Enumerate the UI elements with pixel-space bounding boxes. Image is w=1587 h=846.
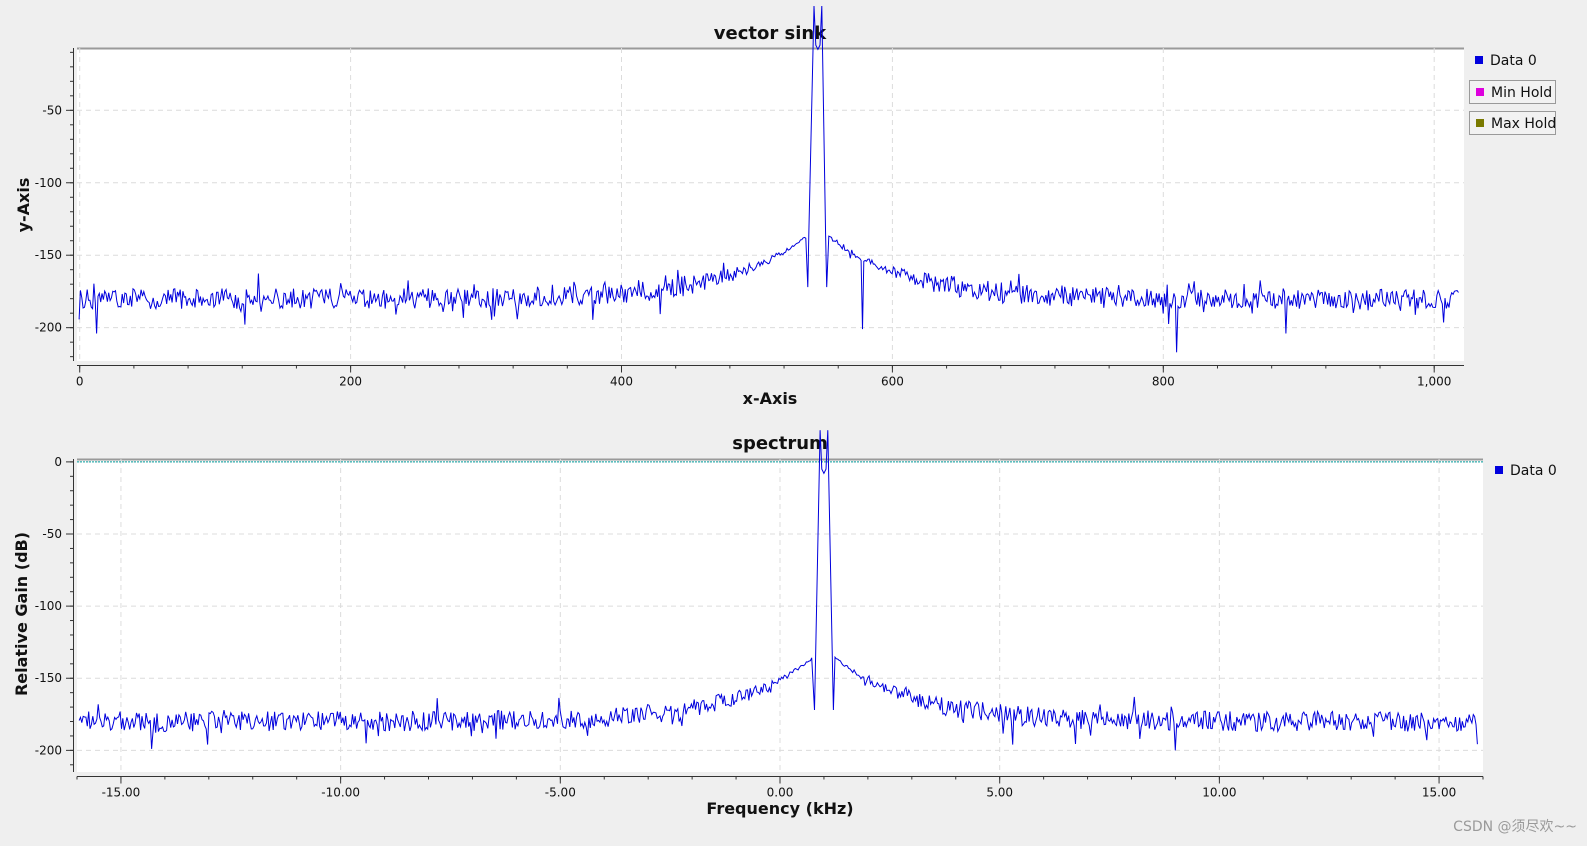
- legend-data0-swatch: [1475, 56, 1483, 64]
- x-tick-label-3: 600: [881, 375, 904, 389]
- spectrum-data0-trace: [78, 430, 1478, 751]
- y-tick-label-1: -100: [35, 176, 62, 190]
- legend-min-hold[interactable]: Min Hold: [1469, 80, 1556, 104]
- y-tick-label-1: -50: [42, 527, 62, 541]
- spectrum-plot: spectrum -15.00 -10.00 -5.00 0.00 5.00 10.00 1…: [12, 430, 1484, 818]
- spectrum-ylabel: Relative Gain (dB): [12, 532, 31, 696]
- spectrum-legend-data0-swatch: [1495, 466, 1503, 474]
- y-tick-label-2: -100: [35, 599, 62, 613]
- spectrum-title: spectrum: [732, 433, 828, 454]
- vector-sink-plot-area[interactable]: [77, 48, 1464, 361]
- vector-sink-plot: vector sink 0 200 400 600 800 1,000 -50 -100 -15…: [14, 5, 1464, 408]
- legend-data0[interactable]: Data 0: [1469, 49, 1554, 73]
- watermark-text: CSDN @须尽欢~~: [1453, 819, 1577, 835]
- y-tick-label-3: -150: [35, 671, 62, 685]
- legend-min-hold-swatch: [1476, 88, 1484, 96]
- x-tick-label-0: -15.00: [102, 786, 141, 800]
- y-tick-label-0: -50: [42, 103, 62, 117]
- vector-sink-axes: 0 200 400 600 800 1,000 -50 -100 -150 -200: [35, 48, 1464, 389]
- x-tick-label-5: 1,000: [1417, 375, 1451, 389]
- vector-sink-title: vector sink: [714, 23, 827, 44]
- vector-sink-ylabel: y-Axis: [14, 178, 33, 233]
- spectrum-axes: -15.00 -10.00 -5.00 0.00 5.00 10.00 15.00 0 -50 -…: [35, 455, 1484, 800]
- vector-sink-data0-trace: [78, 5, 1459, 353]
- x-tick-label-4: 800: [1152, 375, 1175, 389]
- legend-max-hold-swatch: [1476, 119, 1484, 127]
- x-tick-label-1: -10.00: [321, 786, 360, 800]
- legend-max-hold[interactable]: Max Hold: [1469, 111, 1556, 135]
- legend-min-hold-label: Min Hold: [1491, 85, 1553, 101]
- x-tick-label-3: 0.00: [767, 786, 794, 800]
- x-tick-label-0: 0: [76, 375, 84, 389]
- spectrum-legend-data0[interactable]: Data 0: [1489, 459, 1579, 483]
- vector-sink-xlabel: x-Axis: [743, 389, 798, 408]
- vector-sink-grid: [77, 48, 1464, 361]
- y-tick-label-4: -200: [35, 743, 62, 757]
- y-tick-label-0: 0: [54, 455, 62, 469]
- spectrum-xlabel: Frequency (kHz): [706, 799, 853, 818]
- legend-data0-label: Data 0: [1490, 53, 1537, 69]
- x-tick-label-4: 5.00: [986, 786, 1013, 800]
- spectrum-legend-data0-label: Data 0: [1510, 463, 1557, 479]
- y-tick-label-3: -200: [35, 321, 62, 335]
- y-tick-label-2: -150: [35, 248, 62, 262]
- x-tick-label-2: -5.00: [545, 786, 576, 800]
- x-tick-label-6: 15.00: [1422, 786, 1456, 800]
- x-tick-label-1: 200: [339, 375, 362, 389]
- legend-max-hold-label: Max Hold: [1491, 116, 1557, 132]
- x-tick-label-5: 10.00: [1202, 786, 1236, 800]
- x-tick-label-2: 400: [610, 375, 633, 389]
